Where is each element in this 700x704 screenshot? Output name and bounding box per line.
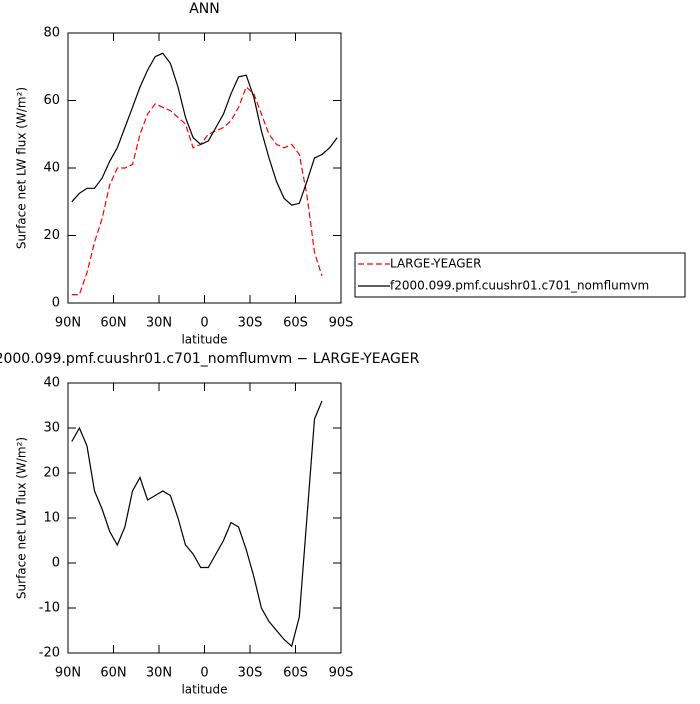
x-tick-label: 60N bbox=[100, 316, 126, 331]
x-tick-label: 90N bbox=[55, 316, 81, 331]
y-tick-label: 40 bbox=[43, 376, 60, 391]
y-tick-label: 60 bbox=[43, 93, 60, 108]
data-line bbox=[71, 85, 323, 296]
y-tick-label: 20 bbox=[43, 466, 60, 481]
x-tick-label: 90N bbox=[55, 666, 81, 681]
plot-frame bbox=[67, 32, 342, 304]
chart-title: f2000.099.pmf.cuushr01.c701_nomflumvm − … bbox=[0, 351, 420, 367]
x-tick-label: 60N bbox=[100, 666, 126, 681]
x-tick-label: 30N bbox=[146, 316, 172, 331]
x-tick-label: 60S bbox=[283, 666, 308, 681]
y-tick-label: -20 bbox=[39, 646, 60, 661]
chart-title: ANN bbox=[189, 1, 220, 17]
data-line bbox=[71, 52, 338, 206]
x-tick-label: 30S bbox=[238, 316, 263, 331]
data-line bbox=[71, 400, 323, 648]
x-axis-label: latitude bbox=[181, 683, 227, 697]
x-tick-label: 90S bbox=[329, 666, 354, 681]
y-axis-label: Surface net LW flux (W/m²) bbox=[15, 87, 29, 249]
x-tick-label: 30S bbox=[238, 666, 263, 681]
plot-frame bbox=[67, 382, 342, 654]
x-tick-label: 0 bbox=[200, 316, 208, 331]
y-tick-label: -10 bbox=[39, 601, 60, 616]
x-tick-label: 90S bbox=[329, 316, 354, 331]
x-tick-label: 0 bbox=[200, 666, 208, 681]
legend-box bbox=[354, 252, 686, 298]
legend-label: LARGE-YEAGER bbox=[390, 257, 481, 271]
x-tick-label: 30N bbox=[146, 666, 172, 681]
x-axis-label: latitude bbox=[181, 333, 227, 347]
legend-label: f2000.099.pmf.cuushr01.c701_nomflumvm bbox=[390, 279, 649, 293]
y-tick-label: 30 bbox=[43, 421, 60, 436]
y-tick-label: 0 bbox=[52, 556, 60, 571]
x-tick-label: 60S bbox=[283, 316, 308, 331]
y-tick-label: 10 bbox=[43, 511, 60, 526]
y-axis-label: Surface net LW flux (W/m²) bbox=[15, 437, 29, 599]
y-tick-label: 80 bbox=[43, 26, 60, 41]
y-tick-label: 40 bbox=[43, 161, 60, 176]
y-tick-label: 20 bbox=[43, 228, 60, 243]
y-tick-label: 0 bbox=[52, 296, 60, 311]
